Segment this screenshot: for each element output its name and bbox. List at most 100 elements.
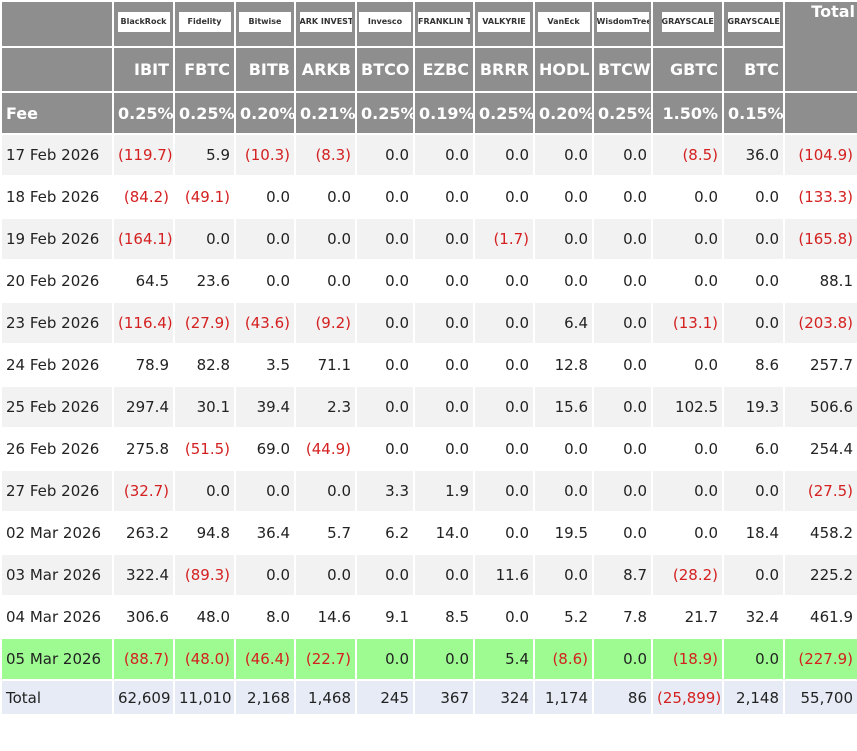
flow-value: (32.7)	[112, 469, 175, 513]
flow-row: 02 Mar 2026 263.2 94.8 36.4 5.7 6.2 14.0 0.0 19.…	[0, 511, 857, 555]
flow-value: 30.1	[173, 385, 236, 429]
flow-value: (13.1)	[651, 301, 724, 345]
ticker: IBIT	[112, 46, 175, 93]
flow-value: (8.3)	[294, 133, 357, 177]
flow-value: 0.0	[473, 595, 535, 639]
logo-cell: Invesco	[355, 0, 415, 48]
flow-value: 0.0	[722, 301, 785, 345]
flow-value: 6.4	[533, 301, 594, 345]
flow-value: (165.8)	[783, 217, 857, 261]
flow-value: 23.6	[173, 259, 236, 303]
total-value: 11,010	[173, 679, 236, 716]
flow-row: 26 Feb 2026 275.8 (51.5) 69.0 (44.9) 0.0 0.0 0.…	[0, 427, 857, 471]
flow-value: 0.0	[473, 427, 535, 471]
flow-value: 48.0	[173, 595, 236, 639]
flow-value: (89.3)	[173, 553, 236, 597]
flow-value: 0.0	[413, 385, 475, 429]
flow-value: 0.0	[355, 133, 415, 177]
flow-value: (22.7)	[294, 637, 357, 681]
date: 03 Mar 2026	[0, 553, 114, 597]
fee-value: 0.25%	[592, 91, 653, 135]
flow-value: 0.0	[473, 469, 535, 513]
flow-value: (116.4)	[112, 301, 175, 345]
flow-value: 11.6	[473, 553, 535, 597]
flow-value: 0.0	[592, 301, 653, 345]
flow-value: (84.2)	[112, 175, 175, 219]
flow-row: 20 Feb 2026 64.5 23.6 0.0 0.0 0.0 0.0 0.0 0.0 0.0…	[0, 259, 857, 303]
flow-value: (88.7)	[112, 637, 175, 681]
flow-value: 0.0	[533, 469, 594, 513]
issuer-logo: BlackRock	[117, 12, 170, 32]
flow-value: 225.2	[783, 553, 857, 597]
issuer-logo: Bitwise	[239, 12, 291, 32]
flow-value: 263.2	[112, 511, 175, 555]
flow-value: 0.0	[413, 259, 475, 303]
flow-value: 8.5	[413, 595, 475, 639]
flow-value: 0.0	[473, 511, 535, 555]
date: 25 Feb 2026	[0, 385, 114, 429]
flow-value: (43.6)	[234, 301, 296, 345]
table-body: 17 Feb 2026 (119.7) 5.9 (10.3) (8.3) 0.0 0.0 0.…	[0, 133, 857, 681]
flow-value: 0.0	[234, 217, 296, 261]
flow-value: 0.0	[722, 469, 785, 513]
flow-value: (119.7)	[112, 133, 175, 177]
flow-value: 21.7	[651, 595, 724, 639]
flow-value: 0.0	[473, 385, 535, 429]
flow-value: 12.8	[533, 343, 594, 387]
flow-value: 0.0	[592, 133, 653, 177]
fee-row: Fee 0.25% 0.25% 0.20% 0.21% 0.25% 0.19% 0.25% 0.…	[0, 91, 857, 135]
flow-value: 0.0	[355, 427, 415, 471]
flow-value: 0.0	[722, 217, 785, 261]
flow-value: 9.1	[355, 595, 415, 639]
flow-value: 0.0	[651, 343, 724, 387]
flow-value: 0.0	[592, 469, 653, 513]
logo-cell: Bitwise	[234, 0, 296, 48]
issuer-logo: GRAYSCALE	[661, 12, 714, 32]
logo-cell: GRAYSCALE	[722, 0, 785, 48]
flow-value: (28.2)	[651, 553, 724, 597]
flow-row: 05 Mar 2026 (88.7) (48.0) (46.4) (22.7) 0.0 0.…	[0, 637, 857, 681]
date: 24 Feb 2026	[0, 343, 114, 387]
flow-value: 0.0	[592, 217, 653, 261]
total-label: Total	[0, 679, 114, 716]
flow-value: 0.0	[592, 259, 653, 303]
flow-value: 8.0	[234, 595, 296, 639]
flow-value: 0.0	[413, 637, 475, 681]
flow-value: 0.0	[355, 637, 415, 681]
flow-value: 0.0	[722, 259, 785, 303]
flow-value: (104.9)	[783, 133, 857, 177]
flow-value: 0.0	[355, 553, 415, 597]
total-value: 367	[413, 679, 475, 716]
date: 04 Mar 2026	[0, 595, 114, 639]
ticker: EZBC	[413, 46, 475, 93]
flow-value: 0.0	[651, 427, 724, 471]
fee-value: 0.25%	[355, 91, 415, 135]
flow-value: (8.6)	[533, 637, 594, 681]
issuer-logo: VALKYRIE	[478, 12, 530, 32]
ticker-row: IBIT FBTC BITB ARKB BTCO EZBC BRRR HODL BTCW GBTC…	[0, 46, 857, 93]
flow-value: 94.8	[173, 511, 236, 555]
flow-value: (164.1)	[112, 217, 175, 261]
flow-value: (27.9)	[173, 301, 236, 345]
flow-row: 18 Feb 2026 (84.2) (49.1) 0.0 0.0 0.0 0.0 0.0 0.…	[0, 175, 857, 219]
logo-cell: GRAYSCALE	[651, 0, 724, 48]
flow-value: 0.0	[355, 175, 415, 219]
table-foot: Total 62,609 11,010 2,168 1,468 245 367 324 1,17…	[0, 679, 857, 716]
flow-value: 0.0	[592, 637, 653, 681]
flow-row: 19 Feb 2026 (164.1) 0.0 0.0 0.0 0.0 0.0 (1.7) 0.…	[0, 217, 857, 261]
flow-value: 69.0	[234, 427, 296, 471]
flow-value: 0.0	[651, 511, 724, 555]
flow-value: 0.0	[592, 427, 653, 471]
flow-value: 0.0	[234, 175, 296, 219]
flow-value: 15.6	[533, 385, 594, 429]
flow-value: 18.4	[722, 511, 785, 555]
logo-cell: FRANKLIN TEMPLETON	[413, 0, 475, 48]
flow-value: 102.5	[651, 385, 724, 429]
flow-value: (48.0)	[173, 637, 236, 681]
flow-row: 24 Feb 2026 78.9 82.8 3.5 71.1 0.0 0.0 0.0 12.8 0…	[0, 343, 857, 387]
flow-value: 0.0	[651, 217, 724, 261]
flow-value: 0.0	[234, 259, 296, 303]
ticker: FBTC	[173, 46, 236, 93]
flow-value: 78.9	[112, 343, 175, 387]
flow-value: 0.0	[294, 175, 357, 219]
